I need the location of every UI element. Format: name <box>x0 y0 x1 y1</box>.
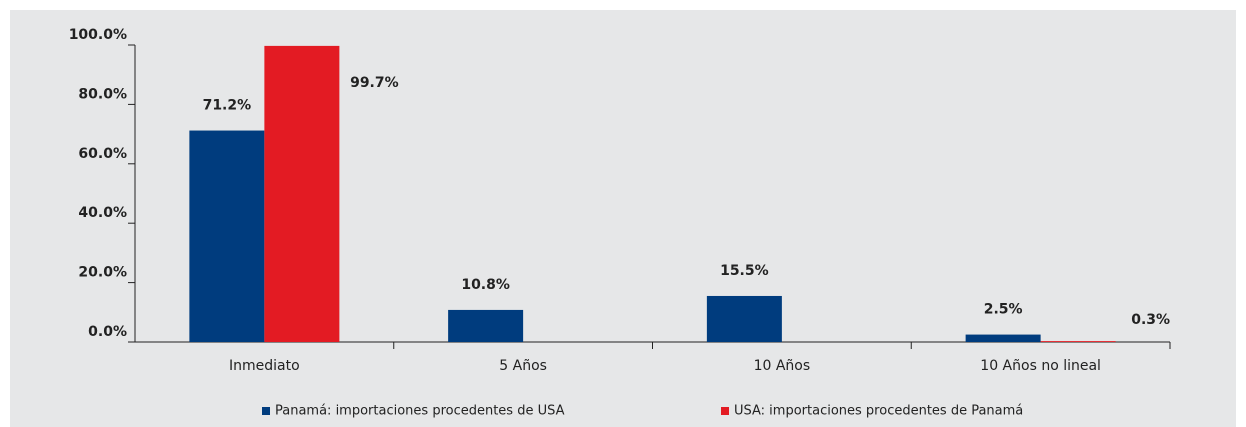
y-tick-label: 60.0% <box>78 146 127 162</box>
y-tick-label: 0.0% <box>88 324 127 340</box>
legend-swatch <box>721 407 729 415</box>
bar <box>706 295 782 342</box>
y-tick-label: 20.0% <box>78 265 127 281</box>
y-tick-label: 100.0% <box>69 27 127 43</box>
data-label: 15.5% <box>720 263 769 279</box>
x-tick-label: 10 Años no lineal <box>980 358 1101 374</box>
data-label: 0.3% <box>1131 312 1170 328</box>
legend-label: USA: importaciones procedentes de Panamá <box>734 404 1023 419</box>
data-label: 2.5% <box>984 302 1023 318</box>
y-tick-label: 40.0% <box>78 205 127 221</box>
y-tick-label: 80.0% <box>78 86 127 102</box>
data-label: 71.2% <box>203 98 252 114</box>
bar <box>1040 341 1116 342</box>
x-tick-label: 5 Años <box>499 358 547 374</box>
legend-swatch <box>262 407 270 415</box>
x-tick-label: 10 Años <box>754 358 811 374</box>
x-tick-label: Inmediato <box>229 358 300 374</box>
bar <box>965 334 1041 342</box>
bar <box>448 309 524 342</box>
data-label: 10.8% <box>461 277 510 293</box>
bar <box>264 45 340 343</box>
data-label: 99.7% <box>350 75 399 91</box>
bar <box>189 130 265 342</box>
legend-label: Panamá: importaciones procedentes de USA <box>275 404 565 419</box>
